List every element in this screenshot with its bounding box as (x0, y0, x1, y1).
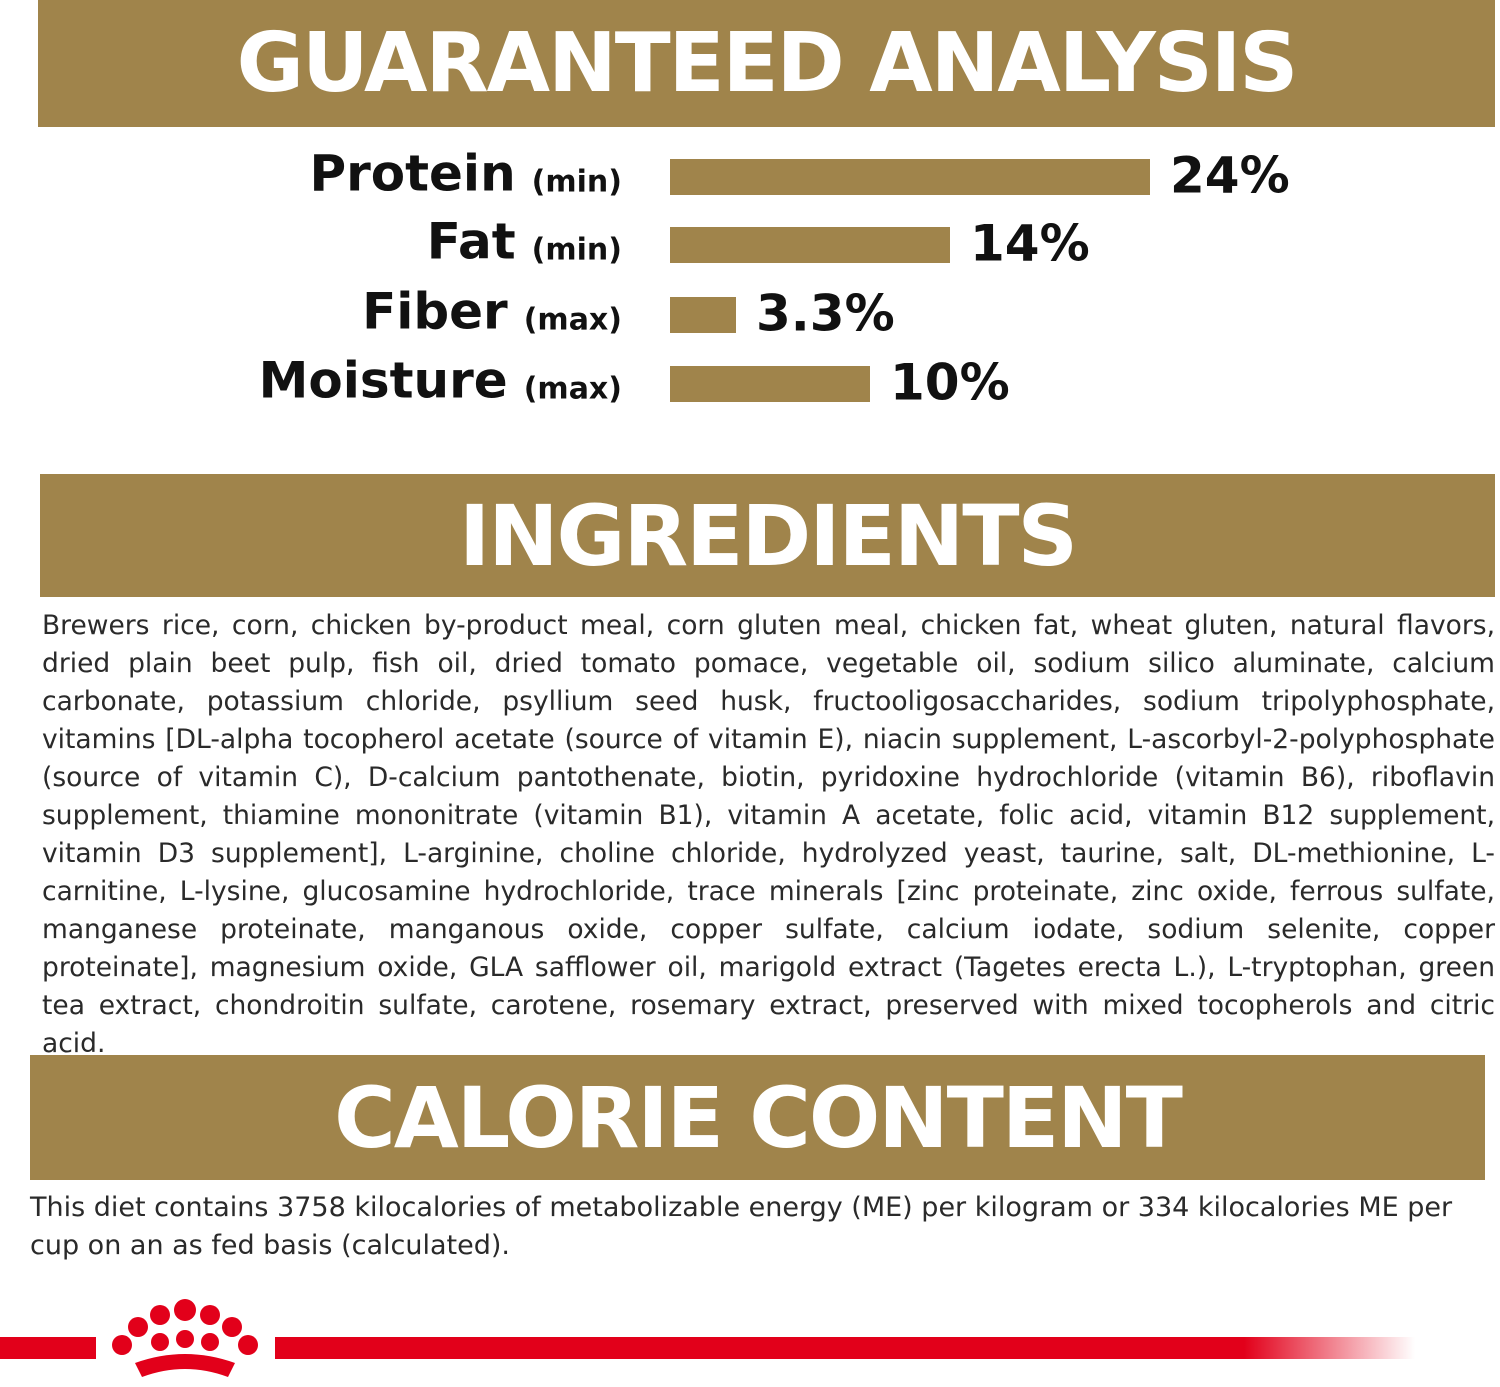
nutrient-name: Fat (427, 213, 516, 271)
calorie-banner: CALORIE CONTENT (30, 1055, 1485, 1180)
brand-line (0, 1337, 96, 1359)
bar (670, 159, 1150, 195)
analysis-title: GUARANTEED ANALYSIS (236, 16, 1299, 111)
calorie-title: CALORIE CONTENT (334, 1068, 1183, 1167)
qualifier: (min) (532, 233, 622, 268)
bar (670, 366, 870, 402)
qualifier: (max) (524, 372, 622, 407)
nutrient-name: Fiber (362, 283, 508, 341)
value-label: 14% (970, 215, 1090, 273)
ingredients-banner: INGREDIENTS (40, 474, 1495, 597)
nutrient-name: Protein (309, 145, 515, 203)
value-label: 3.3% (756, 285, 895, 343)
ingredients-title: INGREDIENTS (458, 486, 1078, 585)
qualifier: (min) (532, 165, 622, 200)
brand-line (275, 1337, 1415, 1359)
bar (670, 227, 950, 263)
value-label: 24% (1170, 147, 1290, 205)
calorie-text: This diet contains 3758 kilocalories of … (30, 1192, 1453, 1261)
nutrient-name: Moisture (259, 352, 508, 410)
brand-logo (0, 1299, 1415, 1377)
analysis-chart: (min) Protein 24% (min) Fat 14% (max) Fiber 3.3%… (259, 145, 1290, 412)
value-label: 10% (890, 354, 1010, 412)
bar (670, 297, 736, 333)
qualifier: (max) (524, 303, 622, 338)
crown (112, 1299, 258, 1377)
ingredients-text: Brewers rice, corn, chicken by-product m… (42, 610, 1495, 1059)
analysis-banner: GUARANTEED ANALYSIS (38, 0, 1495, 127)
